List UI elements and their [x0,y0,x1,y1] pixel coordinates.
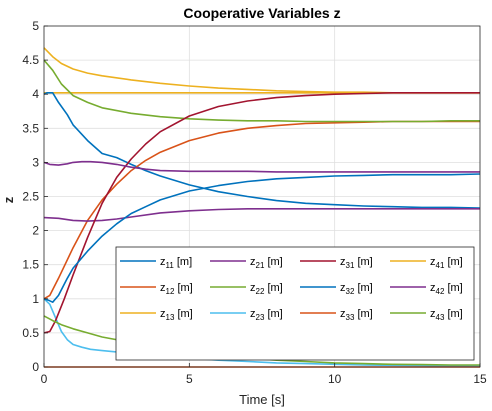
y-tick-label: 2 [32,224,39,238]
legend: z11 [m] z21 [m] z31 [m] z41 [m] z12 [m] z22 [… [115,246,475,361]
series-line-z22 [43,59,480,123]
x-tick-label: 5 [186,372,193,386]
y-tick-label: 0 [32,360,39,374]
legend-label-z22: z22 [m] [250,282,283,296]
legend-box [115,246,475,361]
series-line-z21 [43,208,480,222]
y-axis-label: z [1,196,16,203]
y-tick-labels: 0 0.5 1 1.5 2 2.5 3 3.5 4 4.5 5 [22,19,48,374]
y-tick-label: 0.5 [22,326,39,340]
y-tick-label: 4 [32,87,39,101]
x-tick-label: 15 [473,372,487,386]
y-tick-label: 3.5 [22,121,39,135]
legend-label-z21: z21 [m] [250,256,283,270]
legend-label-z42: z42 [m] [430,282,463,296]
legend-label-z12: z12 [m] [160,282,193,296]
legend-label-z32: z32 [m] [340,282,373,296]
x-tick-label: 10 [328,372,342,386]
legend-label-z11: z11 [m] [160,256,192,270]
y-tick-label: 4.5 [22,53,39,67]
legend-label-z13: z13 [m] [160,308,193,322]
y-tick-label: 5 [32,19,39,33]
series-line-z32 [43,173,481,304]
chart-title: Cooperative Variables z [183,5,340,21]
y-tick-label: 1 [32,292,39,306]
y-tick-label: 1.5 [22,258,39,272]
series-line-z11 [43,92,481,209]
legend-label-z23: z23 [m] [250,308,283,322]
legend-label-z33: z33 [m] [340,308,373,322]
legend-label-z31: z31 [m] [340,256,373,270]
x-axis-label: Time [s] [239,392,285,407]
legend-label-z41: z41 [m] [430,256,463,270]
series-line-z42 [43,160,480,173]
x-tick-labels: 0 5 10 15 [41,363,487,386]
series-line-z31 [43,92,480,334]
y-tick-label: 2.5 [22,190,39,204]
y-tick-label: 3 [32,155,39,169]
x-tick-label: 0 [41,372,48,386]
legend-label-z43: z43 [m] [430,308,463,322]
